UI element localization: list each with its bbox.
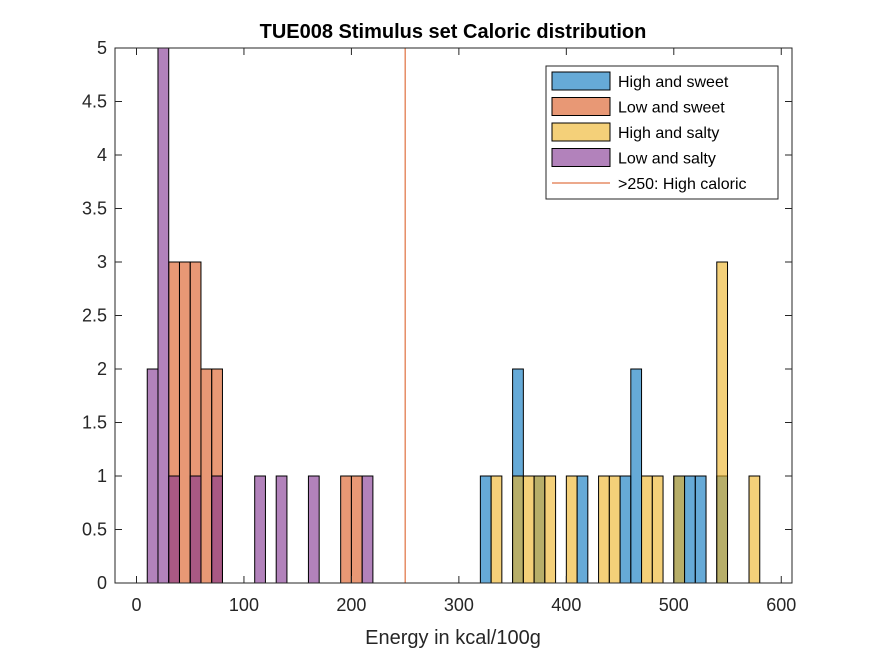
bar-0-5 (630, 368, 643, 584)
y-tick-label-10: 5 (97, 38, 107, 58)
x-tick-label-2: 200 (336, 595, 366, 615)
x-tick-label-6: 600 (766, 595, 796, 615)
bar-2-11 (716, 261, 729, 584)
y-tick-label-8: 4 (97, 145, 107, 165)
y-tick-label-6: 3 (97, 252, 107, 272)
y-tick-label-7: 3.5 (82, 199, 107, 219)
bar-3-7 (307, 475, 320, 584)
axes-layer: 0 100 200 300 400 500 600 0 0.5 1 1.5 2 2.5 3 3.5 4 4.5 5 (82, 38, 796, 615)
bar-1-1 (178, 261, 191, 584)
bar-3-1 (157, 47, 170, 584)
bar-2-6 (598, 475, 610, 584)
y-tick-label-2: 1 (97, 466, 107, 486)
bar-0-0 (479, 475, 492, 584)
bar-0-3 (576, 475, 589, 584)
bar-1-3 (200, 368, 213, 584)
legend-swatch-0 (551, 71, 611, 91)
bar-2-2 (522, 475, 535, 584)
bar-0-4 (619, 475, 632, 584)
bar-2-0 (490, 475, 503, 584)
bar-3-3 (189, 475, 202, 584)
legend-swatch-1 (551, 97, 611, 116)
legend-label-1: Low and sweet (618, 100, 725, 117)
y-tick-label-3: 1.5 (82, 413, 107, 433)
bar-3-8 (361, 475, 374, 584)
bar-2-9 (651, 475, 664, 584)
x-tick-label-3: 300 (444, 595, 474, 615)
bars-layer (146, 47, 761, 584)
bar-2-5 (565, 475, 578, 584)
bar-3-6 (275, 475, 288, 584)
bar-2-8 (641, 475, 653, 584)
bar-2-1 (512, 475, 524, 584)
bar-2-12 (748, 475, 761, 584)
chart-title: TUE008 Stimulus set Caloric distribution (260, 21, 647, 43)
x-axis-label: Energy in kcal/100g (365, 627, 541, 649)
bar-1-5 (340, 475, 352, 584)
bar-1-6 (350, 475, 363, 584)
legend-label-2: High and salty (618, 125, 719, 142)
bar-3-4 (211, 475, 223, 584)
x-tick-label-5: 500 (659, 595, 689, 615)
bar-0-7 (684, 475, 696, 584)
legend: High and sweet Low and sweet High and salt… (545, 65, 779, 200)
y-tick-label-1: 0.5 (82, 520, 107, 540)
bar-3-5 (254, 475, 266, 584)
y-tick-label-4: 2 (97, 359, 107, 379)
y-tick-label-5: 2.5 (82, 306, 107, 326)
bar-2-7 (608, 475, 621, 584)
bar-0-8 (694, 475, 707, 584)
bar-2-3 (533, 475, 546, 584)
bar-3-0 (146, 368, 159, 584)
bar-2-4 (544, 475, 557, 584)
legend-label-3: Low and salty (618, 151, 716, 168)
x-tick-label-0: 0 (131, 595, 141, 615)
y-tick-label-0: 0 (97, 573, 107, 593)
legend-label-0: High and sweet (618, 74, 729, 91)
legend-swatch-2 (551, 122, 611, 142)
x-tick-label-1: 100 (229, 595, 259, 615)
y-tick-label-9: 4.5 (82, 92, 107, 112)
bar-2-10 (673, 475, 686, 584)
x-tick-label-4: 400 (551, 595, 581, 615)
legend-swatch-3 (551, 148, 611, 167)
legend-label-reference: >250: High caloric (618, 176, 747, 193)
bar-3-2 (168, 475, 180, 584)
